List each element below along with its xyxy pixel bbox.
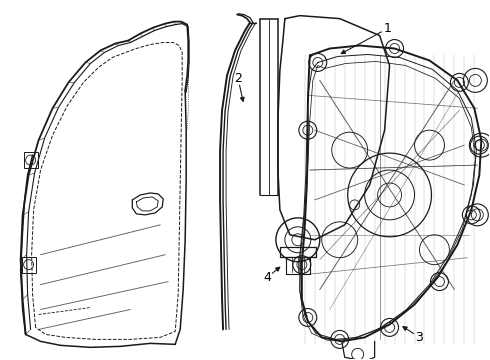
Text: 4: 4	[263, 271, 271, 284]
Text: 3: 3	[416, 331, 423, 344]
Bar	[22, 257, 36, 273]
Bar	[24, 152, 38, 168]
Text: 1: 1	[384, 22, 392, 35]
Text: 2: 2	[234, 72, 242, 85]
